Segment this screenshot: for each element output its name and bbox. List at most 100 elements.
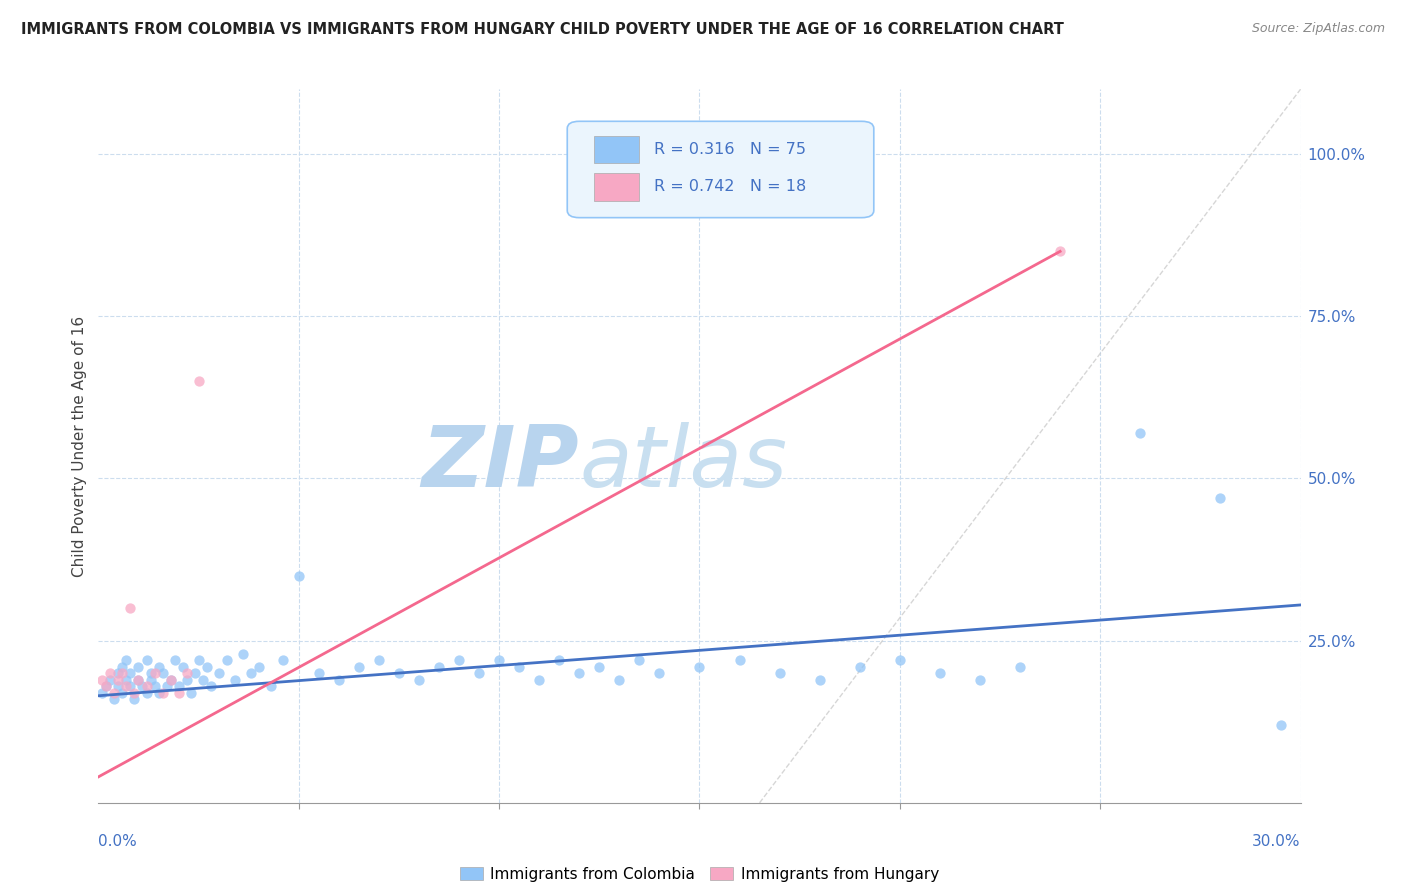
Point bbox=[107, 673, 129, 687]
Point bbox=[195, 659, 218, 673]
Point bbox=[1010, 659, 1032, 673]
Point bbox=[100, 673, 122, 687]
Point bbox=[191, 673, 214, 687]
Point bbox=[728, 653, 751, 667]
Point bbox=[135, 679, 157, 693]
Point bbox=[159, 673, 181, 687]
Point bbox=[167, 679, 190, 693]
Point bbox=[176, 666, 198, 681]
Point bbox=[115, 679, 138, 693]
Point bbox=[215, 653, 238, 667]
Point bbox=[1209, 491, 1232, 505]
Point bbox=[1129, 425, 1152, 440]
Point bbox=[91, 685, 114, 699]
Point bbox=[91, 673, 114, 687]
FancyBboxPatch shape bbox=[593, 173, 640, 201]
Point bbox=[347, 659, 370, 673]
Point bbox=[969, 673, 991, 687]
Point bbox=[152, 666, 174, 681]
Point bbox=[368, 653, 391, 667]
Point bbox=[135, 685, 157, 699]
Point bbox=[148, 659, 170, 673]
Point bbox=[588, 659, 610, 673]
Point bbox=[447, 653, 470, 667]
Point bbox=[183, 666, 205, 681]
Point bbox=[508, 659, 530, 673]
Point bbox=[172, 659, 194, 673]
Point bbox=[468, 666, 491, 681]
Point bbox=[115, 673, 138, 687]
Point bbox=[187, 374, 209, 388]
Point bbox=[427, 659, 450, 673]
Text: 30.0%: 30.0% bbox=[1253, 834, 1301, 848]
Point bbox=[689, 659, 711, 673]
Point bbox=[152, 685, 174, 699]
Text: 0.0%: 0.0% bbox=[98, 834, 138, 848]
Point bbox=[111, 666, 134, 681]
Point bbox=[120, 666, 142, 681]
Point bbox=[808, 673, 831, 687]
Point bbox=[128, 673, 150, 687]
Point bbox=[128, 673, 150, 687]
Point bbox=[224, 673, 246, 687]
Point bbox=[96, 679, 118, 693]
Point bbox=[135, 653, 157, 667]
Point bbox=[107, 666, 129, 681]
Point bbox=[100, 666, 122, 681]
Text: IMMIGRANTS FROM COLOMBIA VS IMMIGRANTS FROM HUNGARY CHILD POVERTY UNDER THE AGE : IMMIGRANTS FROM COLOMBIA VS IMMIGRANTS F… bbox=[21, 22, 1064, 37]
Point bbox=[232, 647, 254, 661]
Point bbox=[1270, 718, 1292, 732]
Point bbox=[609, 673, 631, 687]
Point bbox=[200, 679, 222, 693]
Point bbox=[163, 653, 186, 667]
Point bbox=[131, 679, 153, 693]
Point bbox=[408, 673, 430, 687]
FancyBboxPatch shape bbox=[567, 121, 873, 218]
Point bbox=[308, 666, 330, 681]
Point bbox=[124, 685, 146, 699]
Point bbox=[239, 666, 262, 681]
Point bbox=[568, 666, 591, 681]
Point bbox=[548, 653, 571, 667]
Point bbox=[115, 653, 138, 667]
Point bbox=[96, 679, 118, 693]
Point bbox=[769, 666, 792, 681]
Point bbox=[143, 679, 166, 693]
Point bbox=[648, 666, 671, 681]
Point bbox=[120, 679, 142, 693]
Point bbox=[529, 673, 551, 687]
Y-axis label: Child Poverty Under the Age of 16: Child Poverty Under the Age of 16 bbox=[72, 316, 87, 576]
Point bbox=[388, 666, 411, 681]
Point bbox=[260, 679, 283, 693]
Point bbox=[929, 666, 952, 681]
Point bbox=[143, 666, 166, 681]
Point bbox=[159, 673, 181, 687]
Text: Source: ZipAtlas.com: Source: ZipAtlas.com bbox=[1251, 22, 1385, 36]
Point bbox=[271, 653, 294, 667]
Point bbox=[128, 659, 150, 673]
Point bbox=[124, 692, 146, 706]
Text: atlas: atlas bbox=[579, 422, 787, 506]
Text: R = 0.316   N = 75: R = 0.316 N = 75 bbox=[654, 143, 806, 157]
Point bbox=[107, 679, 129, 693]
Point bbox=[148, 685, 170, 699]
Point bbox=[208, 666, 231, 681]
Point bbox=[187, 653, 209, 667]
Text: R = 0.742   N = 18: R = 0.742 N = 18 bbox=[654, 179, 806, 194]
Point bbox=[103, 692, 125, 706]
Point bbox=[111, 685, 134, 699]
Point bbox=[111, 659, 134, 673]
Text: ZIP: ZIP bbox=[422, 422, 579, 506]
Point bbox=[120, 601, 142, 615]
Point bbox=[103, 685, 125, 699]
FancyBboxPatch shape bbox=[593, 136, 640, 163]
Point bbox=[328, 673, 350, 687]
Point bbox=[180, 685, 202, 699]
Point bbox=[288, 568, 311, 582]
Point bbox=[167, 685, 190, 699]
Point bbox=[889, 653, 911, 667]
Point bbox=[488, 653, 510, 667]
Point bbox=[247, 659, 270, 673]
Point bbox=[176, 673, 198, 687]
Legend: Immigrants from Colombia, Immigrants from Hungary: Immigrants from Colombia, Immigrants fro… bbox=[454, 861, 945, 888]
